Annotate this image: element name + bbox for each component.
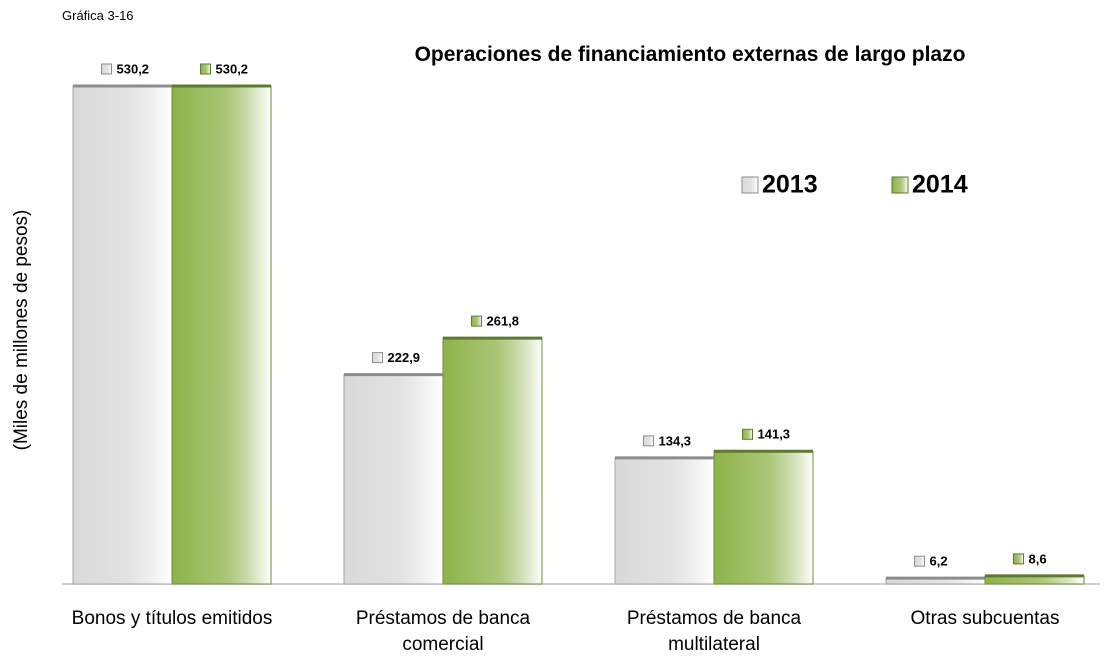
x-tick-label: Préstamos de banca multilateral [626, 608, 802, 655]
bar [614, 457, 715, 585]
value-label: 530,2 [216, 61, 249, 76]
label-icon [200, 63, 211, 75]
label-icon [742, 428, 753, 440]
legend-label: 2013 [762, 171, 818, 199]
label-icon [372, 352, 383, 364]
label-icon [914, 555, 925, 567]
x-tick-label: Otras subcuentas [910, 608, 1060, 629]
bar [171, 85, 272, 585]
legend-label: 2014 [912, 171, 968, 199]
label-icon [1013, 553, 1024, 565]
bar [713, 450, 814, 585]
chart-title: Operaciones de financiamiento externas d… [414, 43, 966, 66]
bar [72, 85, 173, 585]
value-label: 530,2 [117, 61, 150, 76]
legend-swatch [741, 176, 759, 194]
legend-swatch [891, 176, 909, 194]
value-label: 6,2 [930, 554, 948, 569]
bar [343, 374, 444, 585]
label-icon [471, 315, 482, 327]
x-tick-label: Bonos y títulos emitidos [71, 608, 273, 629]
label-icon [643, 435, 654, 447]
value-label: 134,3 [659, 433, 692, 448]
value-label: 261,8 [487, 314, 520, 329]
value-label: 8,6 [1029, 551, 1047, 566]
label-icon [101, 63, 112, 75]
x-tick-label: Préstamos de banca comercial [355, 608, 531, 655]
y-axis-label: (Miles de millones de pesos) [11, 209, 32, 451]
value-label: 222,9 [388, 350, 421, 365]
bar [442, 337, 543, 585]
chart-subtitle: Gráfica 3-16 [62, 8, 134, 23]
value-label: 141,3 [758, 427, 791, 442]
